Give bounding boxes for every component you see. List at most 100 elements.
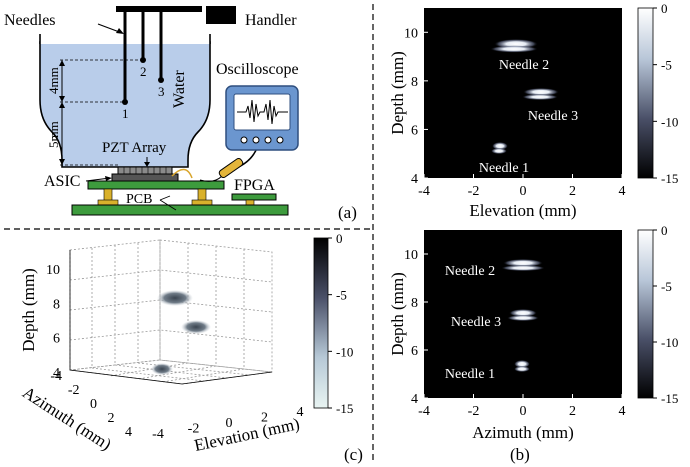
c-ytick: -4 <box>50 369 62 384</box>
bottom-cbar-tick: -15 <box>661 391 678 406</box>
panel-b-label: (b) <box>510 445 530 464</box>
top-needle-spot <box>523 88 559 96</box>
c-ztick: 6 <box>53 332 60 347</box>
bottom-ytick: 6 <box>411 344 418 359</box>
top-ytick: 4 <box>411 172 418 187</box>
c-ytick: 4 <box>125 425 132 440</box>
c-xtick: 4 <box>297 405 304 420</box>
top-spots <box>490 39 559 154</box>
dimension-5mm: 5mm <box>46 121 61 148</box>
dimension-4mm: 4mm <box>46 67 61 94</box>
panel-b-bottom-plot: Needle 2 Needle 3 Needle 1 -4 -2 0 2 4 4 6 8 10 Az… <box>388 223 678 464</box>
c-ztick: 10 <box>46 263 60 278</box>
handler-bar <box>116 6 202 12</box>
bottom-needle-spot <box>514 360 530 368</box>
bottom-ytick: 4 <box>411 392 418 407</box>
c-cbar-tick: 0 <box>336 231 343 246</box>
water-label: Water <box>171 70 188 108</box>
bottom-needle-spot <box>503 259 543 267</box>
needle-1-number: 1 <box>122 106 129 121</box>
c-colorbar <box>313 237 329 409</box>
top-annotation: Needle 1 <box>479 161 529 176</box>
fpga-board <box>231 193 277 201</box>
blob-needle-1 <box>151 363 173 375</box>
bottom-annotation: Needle 3 <box>451 315 501 330</box>
c-ztick: 8 <box>53 297 60 312</box>
c-xlabel: Elevation (mm) <box>192 414 301 455</box>
scope-probe <box>218 157 244 179</box>
top-ylabel: Depth (mm) <box>388 51 407 135</box>
top-xtick: 2 <box>569 184 576 199</box>
top-needle-spot <box>491 148 507 154</box>
pcb-upper <box>87 180 225 190</box>
top-ytick: 8 <box>411 75 418 90</box>
panel-c-label: (c) <box>344 445 363 464</box>
pcb-label: PCB <box>126 192 152 207</box>
top-cbar-tick: -15 <box>661 171 678 186</box>
bottom-xtick: -4 <box>418 404 430 419</box>
bottom-needle-spot <box>509 309 537 317</box>
panel-a-label: (a) <box>338 203 357 222</box>
top-colorbar <box>637 7 654 179</box>
asic-label: ASIC <box>44 173 80 190</box>
c-cbar-tick: -15 <box>336 401 353 416</box>
bottom-xtick: 0 <box>520 404 527 419</box>
handler-block <box>206 6 236 24</box>
bottom-xtick: 2 <box>569 404 576 419</box>
bottom-xlabel: Azimuth (mm) <box>472 423 574 442</box>
top-xlabel: Elevation (mm) <box>469 201 576 220</box>
top-annotation: Needle 2 <box>499 58 549 73</box>
top-xtick: -4 <box>418 184 430 199</box>
needle-3-number: 3 <box>158 84 165 99</box>
c-xtick: -4 <box>152 427 164 442</box>
top-cbar-tick: -5 <box>661 58 672 73</box>
handler-label: Handler <box>245 12 297 29</box>
pcb-bottom <box>71 204 289 216</box>
blob-needle-3 <box>181 320 211 334</box>
bottom-cbar-tick: -10 <box>661 335 678 350</box>
asic-chip <box>111 173 179 182</box>
c-ytick: 0 <box>90 397 97 412</box>
needles-label: Needles <box>4 12 56 29</box>
bottom-annotation: Needle 1 <box>445 367 495 382</box>
top-needle-spot <box>492 142 508 150</box>
bottom-ytick: 8 <box>411 296 418 311</box>
c-ytick: 2 <box>108 411 115 426</box>
top-cbar-tick: 0 <box>661 1 668 16</box>
pzt-array-label: PZT Array <box>102 140 167 156</box>
top-cbar-tick: -10 <box>661 114 678 129</box>
c-ytick: -2 <box>68 383 80 398</box>
c-zlabel: Depth (mm) <box>19 268 38 352</box>
bottom-colorbar <box>637 229 654 399</box>
top-image <box>424 8 622 178</box>
bottom-xtick: 4 <box>619 404 626 419</box>
bottom-needle-spot <box>507 315 539 321</box>
oscilloscope-label: Oscilloscope <box>216 61 299 78</box>
top-xtick: -2 <box>468 184 480 199</box>
bottom-ytick: 10 <box>404 248 418 263</box>
top-annotation: Needle 3 <box>528 109 578 124</box>
panel-a-schematic: Handler 1 2 3 Needles Water 4mm 5mm PZT … <box>4 6 357 222</box>
bottom-annotation: Needle 2 <box>445 264 495 279</box>
top-xtick: 4 <box>619 184 626 199</box>
bottom-ylabel: Depth (mm) <box>388 272 407 356</box>
bottom-cbar-tick: 0 <box>661 223 668 238</box>
top-ytick: 6 <box>411 123 418 138</box>
bottom-xtick: -2 <box>468 404 480 419</box>
pzt-array <box>117 166 173 175</box>
c-cbar-tick: -5 <box>336 288 347 303</box>
top-needle-spot <box>522 94 558 100</box>
c-xtick: 2 <box>261 411 268 426</box>
c-xtick: -2 <box>188 422 200 437</box>
panel-b-top-plot: Needle 2 Needle 3 Needle 1 -4 -2 0 2 4 4 6 8 10 El… <box>388 1 678 220</box>
top-needle-spot <box>490 45 538 53</box>
blob-needle-2 <box>157 290 193 306</box>
bottom-needle-spot <box>514 366 530 372</box>
c-cbar-tick: -10 <box>336 344 353 359</box>
top-xtick: 0 <box>520 184 527 199</box>
bottom-needle-spot <box>501 265 545 271</box>
c-xtick: 0 <box>226 416 233 431</box>
bottom-cbar-tick: -5 <box>661 279 672 294</box>
